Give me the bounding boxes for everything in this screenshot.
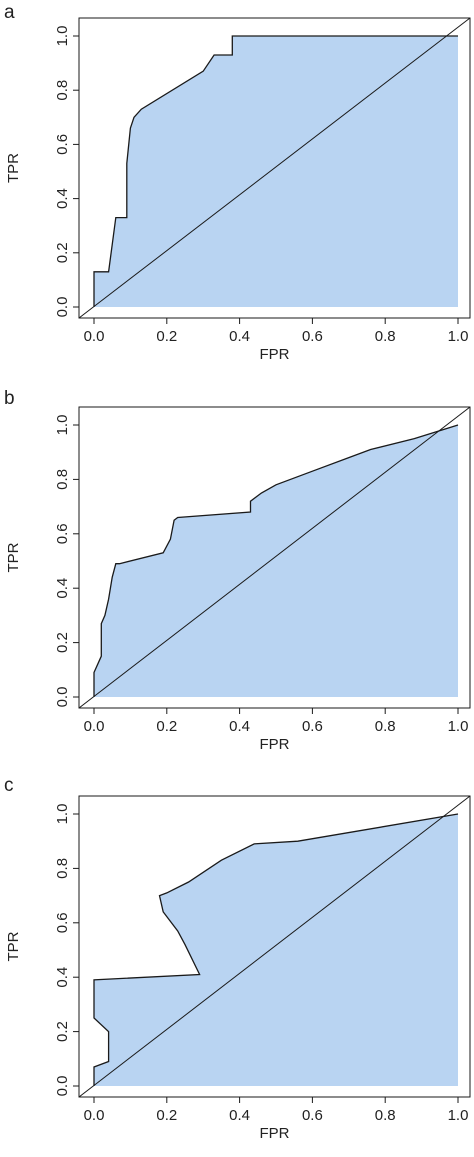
x-tick-label-b: 0.0 bbox=[84, 718, 105, 735]
y-tick-label-b: 0.0 bbox=[54, 687, 71, 708]
roc-curve-b bbox=[93, 424, 459, 697]
panel-label-a: a bbox=[4, 2, 15, 23]
roc-area-c bbox=[94, 814, 458, 1086]
y-tick-label-b: 1.0 bbox=[54, 415, 71, 436]
y-tick-label-b: 0.4 bbox=[54, 578, 71, 599]
y-axis-title-a: TPR bbox=[5, 153, 22, 183]
x-tick-label-a: 1.0 bbox=[448, 328, 469, 345]
x-tick-label-b: 0.4 bbox=[229, 718, 250, 735]
plot-frame-b bbox=[78, 406, 471, 709]
y-axis-title-c: TPR bbox=[5, 931, 22, 961]
x-axis-title-c: FPR bbox=[260, 1125, 290, 1142]
x-tick-label-c: 0.2 bbox=[156, 1107, 177, 1124]
x-tick-label-a: 0.6 bbox=[302, 328, 323, 345]
x-tick-label-c: 0.4 bbox=[229, 1107, 250, 1124]
y-tick-label-b: 0.2 bbox=[54, 632, 71, 653]
plot-frame-c bbox=[78, 795, 471, 1098]
panel-label-c: c bbox=[4, 775, 14, 796]
x-axis-title-b: FPR bbox=[260, 736, 290, 753]
y-axis-title-b: TPR bbox=[5, 542, 22, 572]
x-tick-label-a: 0.0 bbox=[84, 328, 105, 345]
roc-panel-c: 0.0 0.2 0.4 0.6 0.8 1.0 0.0 0.2 0.4 0.6 0.8 1.0 FPR T… bbox=[4, 775, 471, 1142]
y-tick-label-a: 0.6 bbox=[54, 134, 71, 155]
x-axis-title-a: FPR bbox=[260, 346, 290, 363]
y-tick-label-c: 0.8 bbox=[54, 858, 71, 879]
x-tick-label-a: 0.2 bbox=[156, 328, 177, 345]
roc-area-a bbox=[94, 36, 458, 307]
y-tick-label-a: 0.2 bbox=[54, 242, 71, 263]
y-tick-label-a: 0.0 bbox=[54, 297, 71, 318]
roc-curve-c bbox=[93, 813, 459, 1086]
y-tick-label-c: 0.0 bbox=[54, 1076, 71, 1097]
x-tick-label-c: 0.6 bbox=[302, 1107, 323, 1124]
x-tick-label-c: 0.8 bbox=[375, 1107, 396, 1124]
x-tick-label-b: 0.2 bbox=[156, 718, 177, 735]
y-tick-label-c: 0.6 bbox=[54, 912, 71, 933]
x-tick-label-b: 0.8 bbox=[375, 718, 396, 735]
x-tick-label-b: 0.6 bbox=[302, 718, 323, 735]
roc-panel-a: 0.0 0.2 0.4 0.6 0.8 1.0 0.0 0.2 0.4 0.6 0.8 1.0 FPR T… bbox=[4, 2, 471, 363]
x-tick-label-c: 0.0 bbox=[84, 1107, 105, 1124]
y-tick-label-a: 0.4 bbox=[54, 188, 71, 209]
plot-frame-a bbox=[78, 17, 471, 319]
y-tick-label-a: 1.0 bbox=[54, 26, 71, 47]
roc-panel-b: 0.0 0.2 0.4 0.6 0.8 1.0 0.0 0.2 0.4 0.6 0.8 1.0 FPR T… bbox=[4, 388, 471, 753]
y-tick-label-c: 0.2 bbox=[54, 1021, 71, 1042]
y-tick-label-b: 0.8 bbox=[54, 469, 71, 490]
x-tick-label-a: 0.4 bbox=[229, 328, 250, 345]
diagonal-line-a bbox=[78, 17, 471, 319]
y-tick-label-a: 0.8 bbox=[54, 80, 71, 101]
y-tick-label-c: 1.0 bbox=[54, 804, 71, 825]
x-tick-label-b: 1.0 bbox=[448, 718, 469, 735]
x-tick-label-a: 0.8 bbox=[375, 328, 396, 345]
x-tick-label-c: 1.0 bbox=[448, 1107, 469, 1124]
panel-label-b: b bbox=[4, 388, 15, 409]
diagonal-line-c bbox=[78, 795, 471, 1098]
roc-curve-a bbox=[93, 35, 458, 307]
roc-area-b bbox=[94, 425, 458, 697]
y-tick-label-b: 0.6 bbox=[54, 523, 71, 544]
diagonal-line-b bbox=[78, 406, 471, 709]
y-tick-label-c: 0.4 bbox=[54, 967, 71, 988]
